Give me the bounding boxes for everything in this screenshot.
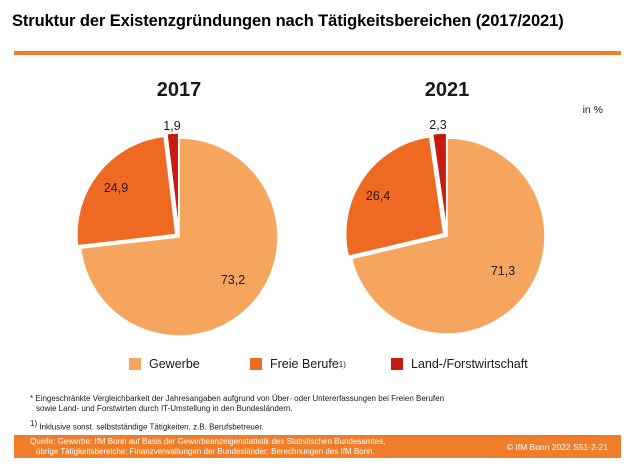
data-label-2021-land-forst: 2,3 [429,118,446,132]
legend-swatch-gewerbe [129,358,141,370]
pie-charts: in % 2017 73,2 24,9 1,9 2021 71,3 26,4 2,3 [76,79,603,337]
legend: Gewerbe Freie Berufe 1) Land-/Forstwirts… [0,357,634,377]
pie-slice-2021-land-forst [431,132,448,232]
footnote-mark: 1) [30,419,38,428]
footer-bar [14,435,621,458]
note-line-2: sowie Land- und Forstwirten durch IT-Ums… [36,404,293,413]
data-label-2017-gewerbe: 73,2 [221,273,245,287]
legend-item-land-forst: Land-/Forstwirtschaft [391,357,528,371]
pie-slice-2017-land-forst [166,132,180,233]
copyright: © IfM Bonn 2022 S51-2-21 [506,442,608,452]
data-label-2017-freie-berufe: 24,9 [104,181,128,195]
footnote: 1) Inklusive sonst. selbstständige Tätig… [30,419,264,432]
legend-footnote-mark: 1) [338,359,346,369]
legend-item-freie-berufe: Freie Berufe 1) [250,357,346,371]
pie-slice-2021-gewerbe [350,137,546,335]
legend-label-gewerbe: Gewerbe [149,357,200,371]
source-line-1: Quelle: Gewerbe: IfM Bonn auf Basis der … [30,437,386,446]
note-line-1: * Eingeschränkte Vergleichbarkeit der Ja… [30,394,445,403]
legend-swatch-land-forst [391,358,403,370]
title-divider [14,51,621,55]
source: Quelle: Gewerbe: IfM Bonn auf Basis der … [30,437,385,456]
legend-item-gewerbe: Gewerbe [129,357,200,371]
legend-swatch-freie-berufe [250,358,262,370]
chart-title-2017: 2017 [157,79,202,101]
page-title: Struktur der Existenzgründungen nach Tät… [12,12,564,30]
pie-slice-2017-gewerbe [79,137,279,337]
legend-label-freie-berufe: Freie Berufe [270,357,339,371]
notes: * Eingeschränkte Vergleichbarkeit der Ja… [30,394,444,414]
unit-label: in % [583,104,603,116]
pie-slice-2021-freie-berufe [344,135,445,258]
data-label-2021-freie-berufe: 26,4 [366,189,390,203]
data-label-2017-land-forst: 1,9 [163,119,180,133]
source-line-2: übrige Tätigkeitsbereiche: Finanzverwalt… [36,446,375,456]
chart-title-2021: 2021 [425,79,470,101]
footnote-text: Inklusive sonst. selbstständige Tätigkei… [39,422,264,432]
pie-slice-2017-freie-berufe [76,135,177,247]
legend-label-land-forst: Land-/Forstwirtschaft [411,357,528,371]
data-label-2021-gewerbe: 71,3 [491,264,515,278]
